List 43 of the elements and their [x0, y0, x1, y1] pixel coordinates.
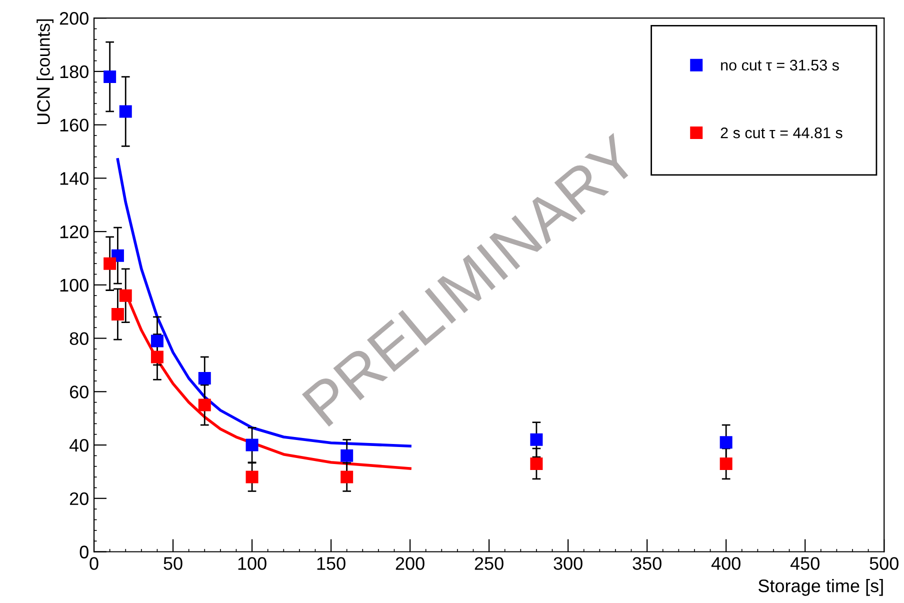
legend-label: 2 s cut τ = 44.81 s: [720, 127, 842, 138]
y-tick-label: 20: [70, 492, 88, 506]
y-tick-label: 40: [69, 438, 88, 452]
y-tick-label: 100: [60, 278, 88, 292]
point: [104, 70, 116, 84]
y-axis-title: UCN [counts]: [36, 19, 54, 124]
y-tick-label: 160: [60, 118, 88, 132]
point: [720, 436, 732, 449]
y-tick-label: 140: [60, 172, 88, 185]
point: [198, 398, 211, 412]
x-tick-label: 350: [632, 557, 662, 570]
x-tick-label: 100: [238, 557, 266, 570]
point: [246, 470, 258, 484]
point: [530, 457, 543, 470]
point: [340, 470, 354, 484]
point: [530, 433, 543, 446]
point: [198, 372, 211, 385]
legend-label: no cut τ = 31.53 s: [721, 60, 839, 71]
point: [104, 257, 116, 270]
y-tick-label: 120: [60, 225, 88, 238]
x-tick-label: 450: [790, 557, 820, 570]
x-tick-label: 0: [90, 557, 98, 570]
point: [720, 457, 732, 470]
point: [246, 438, 258, 452]
x-tick-label: 300: [554, 557, 582, 570]
y-tick-label: 0: [80, 546, 88, 558]
x-axis-title: Storage time [s]: [758, 578, 883, 596]
x-tick-label: 400: [711, 557, 740, 570]
x-tick-label: 150: [317, 557, 346, 570]
x-tick-label: 500: [870, 557, 898, 570]
y-tick-label: 60: [70, 386, 88, 398]
x-tick-label: 200: [396, 557, 424, 570]
point: [340, 449, 354, 462]
x-tick-label: 50: [164, 557, 182, 570]
y-tick-label: 80: [70, 332, 88, 346]
x-tick-label: 250: [474, 557, 504, 570]
point: [111, 308, 124, 321]
point: [119, 289, 132, 302]
point: [119, 105, 132, 118]
y-tick-label: 180: [60, 65, 88, 78]
point: [150, 350, 164, 364]
point: [150, 334, 164, 348]
y-tick-label: 200: [60, 12, 88, 25]
